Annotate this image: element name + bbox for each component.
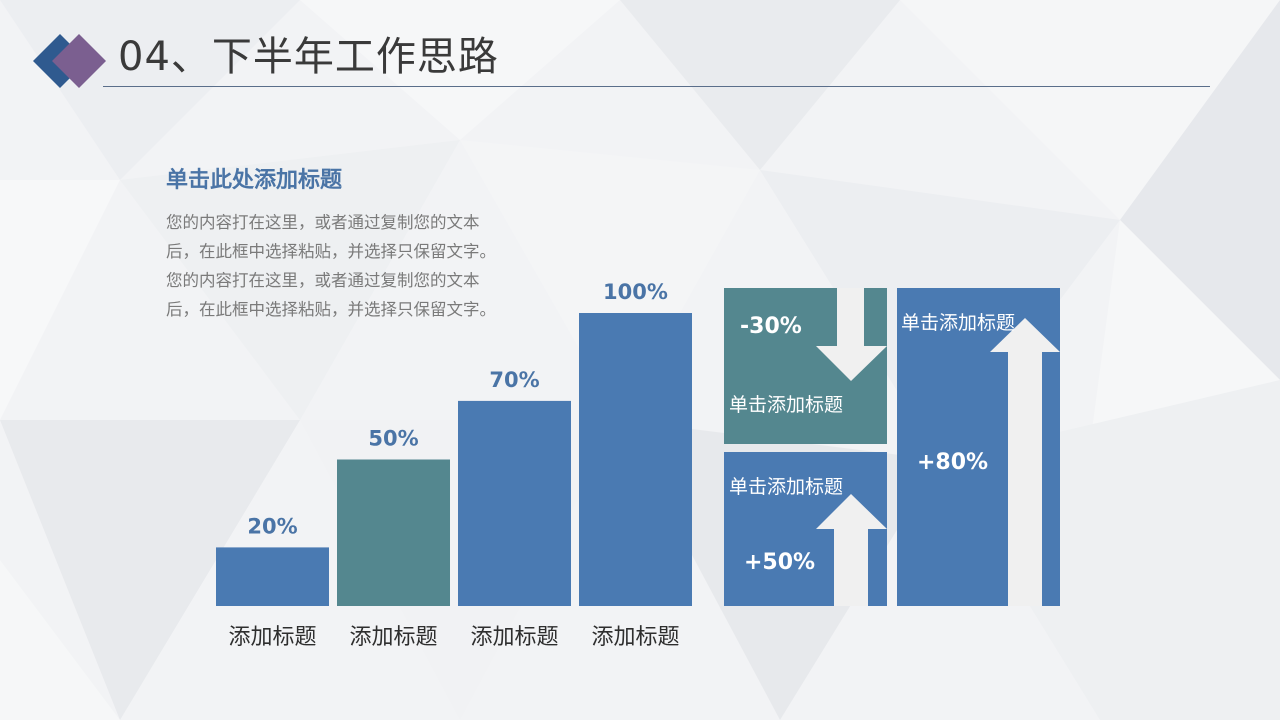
card-increase-large-value: +80% [917, 450, 989, 475]
intro-line: 您的内容打在这里，或者通过复制您的文本 [166, 213, 480, 232]
intro-line: 后，在此框中选择粘贴，并选择只保留文字。 [166, 242, 496, 261]
intro-text-block: 您的内容打在这里，或者通过复制您的文本 后，在此框中选择粘贴，并选择只保留文字。… [166, 208, 546, 324]
category-label: 添加标题 [228, 625, 316, 650]
category-label: 添加标题 [349, 625, 437, 650]
bar-value-label: 50% [368, 427, 418, 451]
bar [458, 400, 571, 606]
title-divider [103, 86, 1210, 87]
up-arrow-icon [897, 288, 1060, 606]
intro-line: 您的内容打在这里，或者通过复制您的文本 [166, 271, 480, 290]
bar [579, 313, 692, 606]
category-label: 添加标题 [591, 625, 679, 650]
intro-line: 后，在此框中选择粘贴，并选择只保留文字。 [166, 300, 496, 319]
bar-value-label: 100% [603, 280, 668, 304]
bar-value-label: 20% [247, 514, 297, 538]
bar [337, 459, 450, 606]
category-label: 添加标题 [470, 625, 558, 650]
card-increase-large: 单击添加标题 +80% [897, 288, 1060, 606]
card-increase-small-value: +50% [744, 550, 816, 575]
up-arrow-icon [724, 452, 887, 606]
bar [216, 547, 329, 606]
diamond-logo-icon [33, 34, 106, 88]
card-increase-small: 单击添加标题 +50% [724, 452, 887, 606]
card-increase-small-label: 单击添加标题 [729, 476, 844, 498]
card-decrease-label: 单击添加标题 [729, 394, 844, 416]
section-heading: 单击此处添加标题 [166, 168, 343, 193]
down-arrow-icon [724, 288, 887, 444]
page-title: 04、下半年工作思路 [118, 34, 499, 80]
card-increase-large-label: 单击添加标题 [901, 312, 1016, 334]
card-decrease-value: -30% [740, 314, 802, 339]
card-decrease: -30% 单击添加标题 [724, 288, 887, 444]
bar-value-label: 70% [489, 368, 539, 392]
